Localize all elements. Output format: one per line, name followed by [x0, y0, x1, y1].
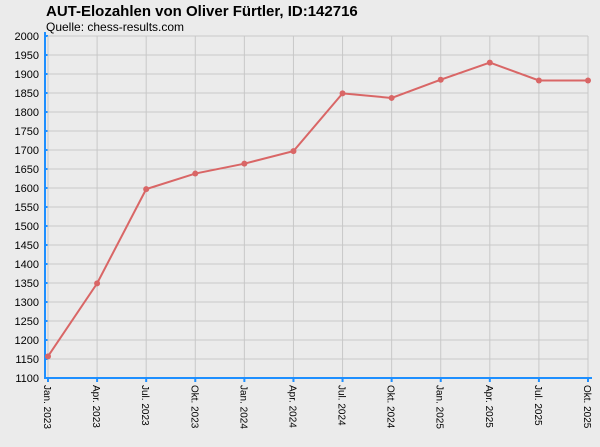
- point: [192, 170, 199, 177]
- point: [339, 90, 346, 97]
- point: [388, 94, 395, 101]
- y-tick-label: 1850: [15, 88, 39, 100]
- y-tick-label: 1750: [15, 126, 39, 138]
- x-tick-label: Jul. 2025: [532, 385, 543, 426]
- point: [486, 59, 493, 66]
- y-tick-label: 1300: [15, 297, 39, 309]
- x-tick-label: Okt. 2023: [188, 385, 199, 429]
- x-tick-label: Jul. 2024: [336, 385, 347, 426]
- chart-subtitle: Quelle: chess-results.com: [46, 20, 184, 34]
- y-tick-label: 1150: [15, 354, 39, 366]
- y-tick-label: 1250: [15, 316, 39, 328]
- y-tick-label: 1800: [15, 107, 39, 119]
- x-tick-label: Okt. 2024: [385, 385, 396, 429]
- x-tick-label: Apr. 2023: [90, 385, 101, 428]
- y-tick-label: 1700: [15, 145, 39, 157]
- y-tick-label: 1200: [15, 335, 39, 347]
- x-tick-label: Apr. 2024: [286, 385, 297, 428]
- y-tick-label: 1400: [15, 259, 39, 271]
- point: [241, 160, 248, 167]
- y-tick-label: 1650: [15, 164, 39, 176]
- y-tick-label: 1500: [15, 221, 39, 233]
- y-tick-label: 1100: [15, 373, 39, 385]
- chart-title: AUT-Elozahlen von Oliver Fürtler, ID:142…: [46, 3, 358, 20]
- y-tick-label: 1450: [15, 240, 39, 252]
- y-tick-label: 1350: [15, 278, 39, 290]
- y-tick-label: 2000: [15, 31, 39, 43]
- point: [45, 353, 51, 360]
- x-tick-label: Jul. 2023: [139, 385, 150, 426]
- point: [94, 280, 101, 287]
- x-tick-label: Apr. 2025: [483, 385, 494, 428]
- line: [47, 61, 588, 357]
- y-tick-label: 1950: [15, 50, 39, 62]
- point: [535, 77, 542, 84]
- y-tick-label: 1550: [15, 202, 39, 214]
- point: [143, 186, 150, 193]
- x-tick-label: Jan. 2023: [41, 385, 52, 429]
- x-tick-label: Jan. 2024: [237, 385, 248, 429]
- x-tick-label: Jan. 2025: [434, 385, 445, 429]
- point: [585, 77, 591, 84]
- point: [437, 76, 444, 83]
- y-tick-label: 1900: [15, 69, 39, 81]
- y-tick-label: 1600: [15, 183, 39, 195]
- point: [290, 148, 297, 155]
- x-tick-label: Okt. 2025: [581, 385, 592, 429]
